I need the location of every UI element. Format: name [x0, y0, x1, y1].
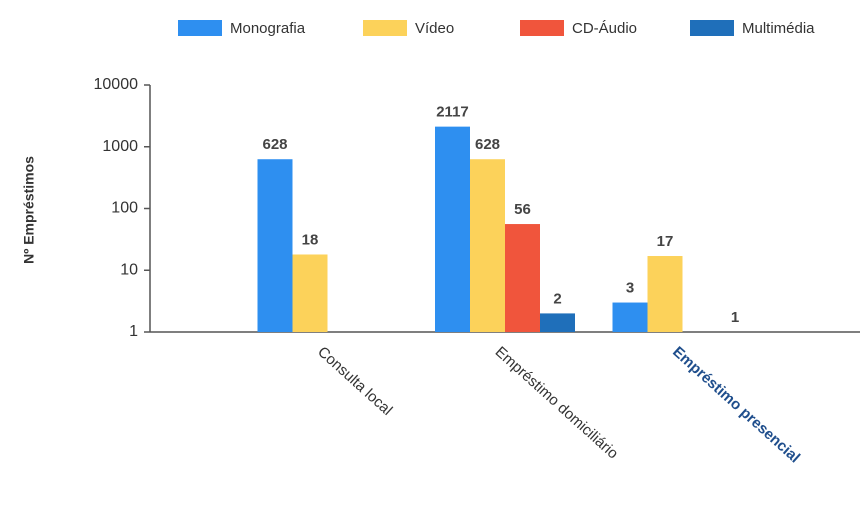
- x-tick-label: Empréstimo presencial: [669, 343, 803, 466]
- data-label: 628: [475, 136, 500, 153]
- legend-label: CD-Áudio: [572, 20, 637, 37]
- bar: [612, 302, 648, 332]
- bar: [470, 159, 505, 332]
- data-label: 2: [553, 290, 561, 307]
- data-label: 56: [514, 201, 531, 218]
- legend-swatch: [363, 20, 407, 36]
- x-tick-label: Consulta local: [314, 343, 395, 419]
- y-tick-label: 10000: [94, 76, 139, 93]
- bar: [292, 254, 328, 332]
- legend-label: Multimédia: [742, 20, 815, 37]
- data-label: 18: [302, 231, 319, 248]
- bar: [505, 224, 540, 332]
- y-tick-label: 1000: [102, 138, 138, 155]
- legend-label: Vídeo: [415, 20, 454, 37]
- bar: [647, 256, 683, 332]
- bar: [257, 159, 293, 332]
- bar: [435, 126, 470, 332]
- y-tick-label: 1: [129, 323, 138, 340]
- legend-swatch: [520, 20, 564, 36]
- legend-swatch: [690, 20, 734, 36]
- y-axis-label: Nº Empréstimos: [21, 156, 37, 264]
- bar: [540, 313, 575, 332]
- data-label: 3: [626, 280, 634, 297]
- data-label: 628: [262, 136, 287, 153]
- y-tick-label: 100: [111, 200, 138, 217]
- data-label: 2117: [436, 104, 469, 121]
- legend-label: Monografia: [230, 20, 306, 37]
- data-label: 1: [731, 309, 739, 326]
- x-tick-label: Empréstimo domiciliário: [492, 343, 622, 462]
- y-tick-label: 10: [120, 261, 138, 278]
- data-label: 17: [657, 233, 674, 250]
- legend-swatch: [178, 20, 222, 36]
